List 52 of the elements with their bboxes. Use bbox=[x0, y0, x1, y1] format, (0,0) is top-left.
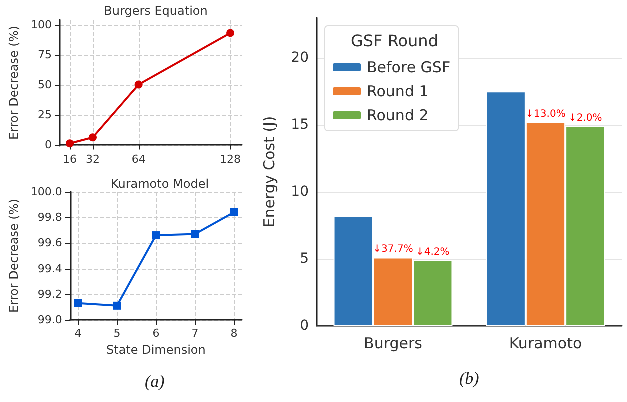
y-tick-label: 0 bbox=[45, 138, 52, 152]
text: (b) bbox=[460, 369, 480, 388]
x-tick-label: 64 bbox=[132, 153, 146, 166]
y-tick-label: 15 bbox=[291, 117, 309, 134]
y-tick-label: 99.2 bbox=[38, 288, 62, 301]
y-tick-label: 99.8 bbox=[38, 211, 62, 224]
text: (a) bbox=[145, 372, 166, 391]
y-tick-label: 100.0 bbox=[30, 186, 62, 198]
annotation: ↓37.7% bbox=[373, 244, 414, 256]
legend-label: Round 1 bbox=[367, 82, 429, 100]
y-axis-title: Error Decrease (%) bbox=[7, 199, 21, 313]
x-tick-label: 128 bbox=[220, 153, 242, 166]
x-tick-label: Kuramoto bbox=[509, 334, 582, 352]
x-axis-title: State Dimension bbox=[106, 342, 206, 357]
y-axis-title: Error Decrease (%) bbox=[7, 26, 22, 140]
point bbox=[74, 299, 82, 308]
x-tick-label: 16 bbox=[63, 153, 78, 166]
x-tick-label: 4 bbox=[74, 327, 82, 340]
point bbox=[134, 80, 143, 89]
y-tick-label: 50 bbox=[38, 78, 52, 92]
point bbox=[66, 140, 74, 148]
y-tick-label: 10 bbox=[291, 184, 309, 200]
chart-title: Kuramoto Model bbox=[110, 177, 210, 191]
legend-label: Round 2 bbox=[367, 106, 429, 124]
x-tick-label: Burgers bbox=[364, 334, 423, 352]
y-tick-label: 25 bbox=[38, 108, 52, 122]
annotation: ↓13.0% bbox=[526, 108, 566, 120]
y-tick-label: 0 bbox=[300, 318, 309, 334]
legend-label: Before GSF bbox=[367, 58, 451, 76]
y-tick-label: 99.4 bbox=[38, 262, 62, 276]
y-tick-label: 99.6 bbox=[38, 236, 62, 250]
x-tick-label: 6 bbox=[152, 327, 160, 340]
point bbox=[113, 302, 122, 310]
y-tick-label: 5 bbox=[300, 251, 309, 268]
point bbox=[191, 230, 200, 238]
point bbox=[226, 29, 235, 38]
chart-title: Burgers Equation bbox=[104, 4, 208, 18]
annotation: ↓4.2% bbox=[416, 246, 450, 258]
point bbox=[152, 232, 160, 240]
y-axis-title: Energy Cost (J) bbox=[260, 116, 278, 228]
y-tick-label: 100 bbox=[31, 18, 52, 32]
x-tick-label: 8 bbox=[230, 327, 238, 340]
point bbox=[88, 134, 97, 142]
x-tick-label: 5 bbox=[114, 327, 121, 340]
legend-title: GSF Round bbox=[351, 32, 438, 50]
y-tick-label: 75 bbox=[38, 48, 52, 62]
y-tick-label: 20 bbox=[291, 50, 309, 66]
x-tick-label: 7 bbox=[192, 327, 199, 340]
x-tick-label: 32 bbox=[86, 153, 100, 166]
y-tick-label: 99.0 bbox=[38, 314, 62, 326]
annotation: ↓2.0% bbox=[568, 112, 602, 124]
point bbox=[230, 208, 238, 216]
